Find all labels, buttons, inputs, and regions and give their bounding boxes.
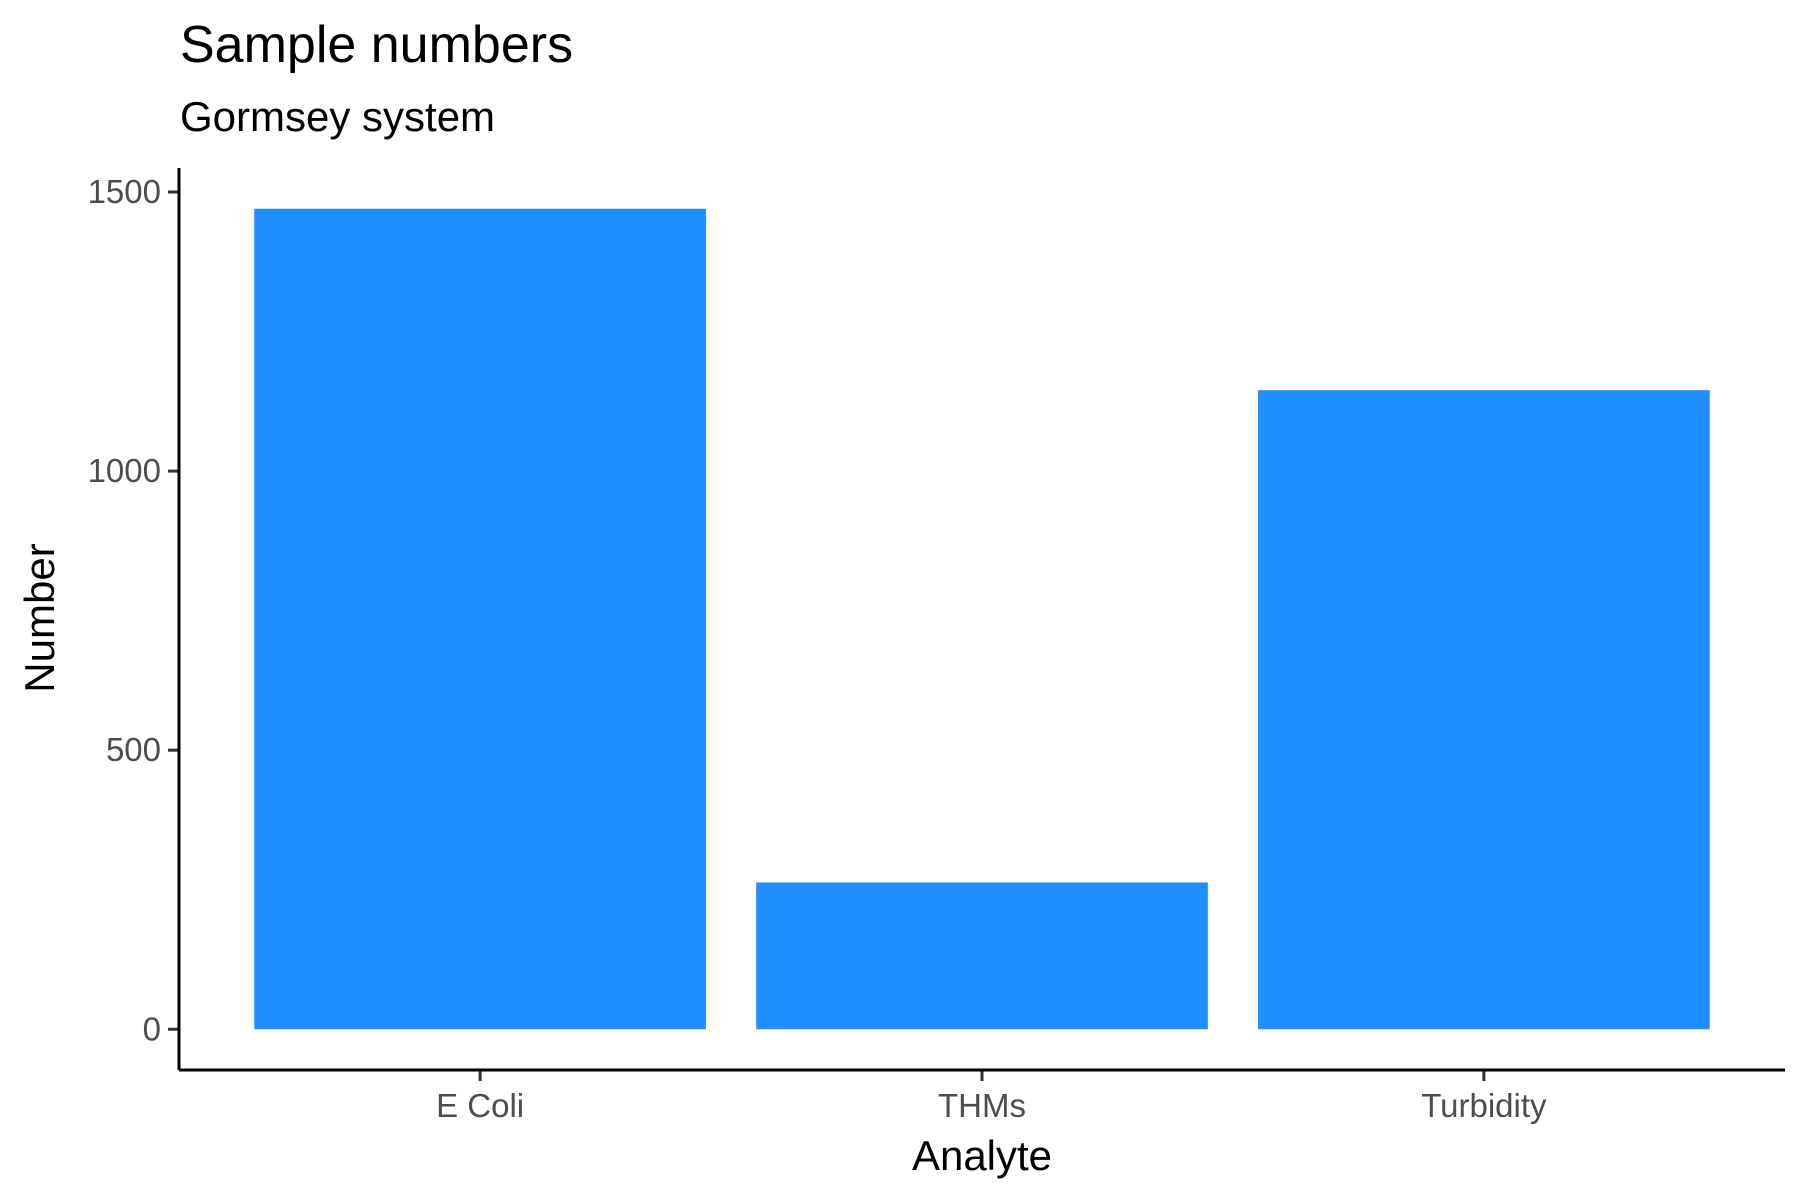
x-axis-ticks: E Coli THMs Turbidity: [436, 1070, 1547, 1124]
y-axis-ticks: 0 500 1000 1500: [88, 173, 179, 1047]
chart-subtitle: Gormsey system: [180, 93, 495, 140]
x-tick-label: THMs: [938, 1087, 1026, 1124]
chart-title: Sample numbers: [180, 16, 573, 74]
y-tick-label: 0: [143, 1010, 161, 1047]
x-axis-title: Analyte: [912, 1132, 1052, 1179]
bar-thms: [756, 882, 1208, 1030]
bar-turbidity: [1258, 390, 1710, 1030]
x-tick-label: E Coli: [436, 1087, 524, 1124]
y-axis-title: Number: [16, 543, 63, 692]
bar-e-coli: [254, 208, 706, 1030]
y-tick-label: 1000: [88, 452, 161, 489]
bars-group: [254, 208, 1710, 1030]
y-tick-label: 500: [106, 731, 161, 768]
x-tick-label: Turbidity: [1421, 1087, 1547, 1124]
y-tick-label: 1500: [88, 173, 161, 210]
